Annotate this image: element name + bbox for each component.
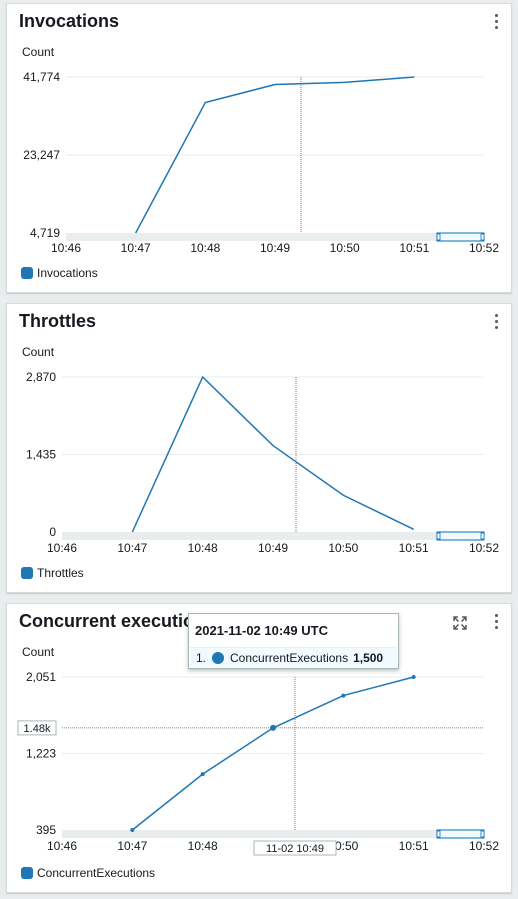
y-tick-label: 1,223 <box>26 747 56 761</box>
legend-label: Throttles <box>37 566 84 580</box>
crosshair-y-label: 1.48k <box>24 723 51 735</box>
range-selector-window[interactable] <box>436 829 485 839</box>
expand-icon[interactable] <box>453 616 467 630</box>
legend-swatch <box>21 867 33 879</box>
tooltip-row: 1. ConcurrentExecutions 1,500 <box>190 647 397 668</box>
y-tick-label: 2,051 <box>26 670 56 684</box>
crosshair-y-box <box>17 720 57 736</box>
unit-label: Count <box>22 45 55 59</box>
y-tick-label: 23,247 <box>23 148 60 162</box>
x-axis-band <box>62 532 484 540</box>
x-tick-label: 10:51 <box>399 839 429 853</box>
x-tick-label: 10:50 <box>330 241 360 255</box>
range-handle-left[interactable] <box>436 233 441 241</box>
unit-label: Count <box>22 345 55 359</box>
x-axis-band <box>62 830 484 838</box>
x-tick-label: 10:48 <box>190 241 220 255</box>
tooltip-title: 2021-11-02 10:49 UTC <box>195 623 328 638</box>
x-tick-label: 10:52 <box>469 241 499 255</box>
x-tick-label: 10:51 <box>399 241 429 255</box>
legend-swatch <box>21 567 33 579</box>
legend[interactable]: Invocations <box>21 266 98 280</box>
x-tick-label: 10:47 <box>117 541 147 555</box>
y-tick-label: 4,719 <box>30 226 60 240</box>
range-handle-left[interactable] <box>436 830 441 838</box>
panel-title: Concurrent executions <box>19 611 216 631</box>
kebab-menu-icon[interactable] <box>493 614 499 630</box>
data-point <box>130 828 135 832</box>
data-point <box>411 675 416 679</box>
range-selector[interactable] <box>436 531 485 541</box>
x-tick-label: 10:48 <box>188 541 218 555</box>
range-handle-right[interactable] <box>480 532 485 540</box>
panel-title: Invocations <box>19 11 120 31</box>
crosshair-x-label: 11-02 10:49 <box>266 843 324 855</box>
y-tick-label: 41,774 <box>23 70 60 84</box>
y-tick-label: 2,870 <box>26 370 56 384</box>
x-tick-label: 10:47 <box>117 839 147 853</box>
tooltip-index: 1. <box>196 651 207 665</box>
range-selector-window[interactable] <box>436 531 485 541</box>
tooltip-series-dot <box>212 652 225 664</box>
unit-label: Count <box>22 645 55 659</box>
y-tick-label: 0 <box>49 525 56 539</box>
legend[interactable]: ConcurrentExecutions <box>21 866 155 880</box>
x-tick-label: 10:49 <box>260 241 290 255</box>
range-handle-right[interactable] <box>480 233 485 241</box>
kebab-menu-icon[interactable] <box>493 14 499 30</box>
x-tick-label: 10:46 <box>47 839 77 853</box>
chart-tooltip: 2021-11-02 10:49 UTC 1. ConcurrentExecut… <box>188 613 399 669</box>
invocations-panel: Invocations Count 41,774 23,247 4,719 10:46… <box>6 3 512 293</box>
x-tick-label: 10:50 <box>328 541 358 555</box>
y-tick-label: 1,435 <box>26 448 56 462</box>
x-tick-label: 10:49 <box>258 541 288 555</box>
range-selector[interactable] <box>436 829 485 839</box>
tooltip-value: 1,500 <box>353 651 384 665</box>
range-selector-window[interactable] <box>436 232 485 242</box>
y-tick-label: 395 <box>36 823 56 837</box>
throttles-panel: Throttles Count 2,870 1,435 0 10:46 10:47 10:… <box>6 303 512 593</box>
kebab-menu-icon[interactable] <box>493 314 499 330</box>
range-handle-left[interactable] <box>436 532 441 540</box>
throttles-chart: 2,870 1,435 0 10:46 10:47 10:48 10:49 10:50 10:5… <box>26 370 499 555</box>
series-line <box>135 76 415 234</box>
data-point <box>200 772 205 777</box>
x-axis-band <box>66 233 484 241</box>
legend-label: ConcurrentExecutions <box>37 866 156 880</box>
x-tick-label: 10:51 <box>399 541 429 555</box>
range-selector[interactable] <box>436 232 485 242</box>
x-tick-label: 10:47 <box>121 241 151 255</box>
legend-label: Invocations <box>37 266 98 280</box>
x-tick-label: 10:52 <box>469 541 499 555</box>
panel-title: Throttles <box>19 311 97 331</box>
series-line <box>131 375 414 533</box>
range-handle-right[interactable] <box>480 830 485 838</box>
x-tick-label: 10:48 <box>188 839 218 853</box>
data-point <box>341 693 346 698</box>
crosshair-x-box <box>253 840 337 856</box>
tooltip-series-name: ConcurrentExecutions <box>230 651 349 665</box>
legend[interactable]: Throttles <box>21 566 84 580</box>
x-tick-label: 10:46 <box>47 541 77 555</box>
concurrent-executions-chart: 2,0511,22339510:4610:4710:4810:4910:5010… <box>17 670 499 856</box>
x-tick-label: 10:52 <box>469 839 499 853</box>
x-tick-label: 10:46 <box>51 241 81 255</box>
legend-swatch <box>21 267 33 279</box>
